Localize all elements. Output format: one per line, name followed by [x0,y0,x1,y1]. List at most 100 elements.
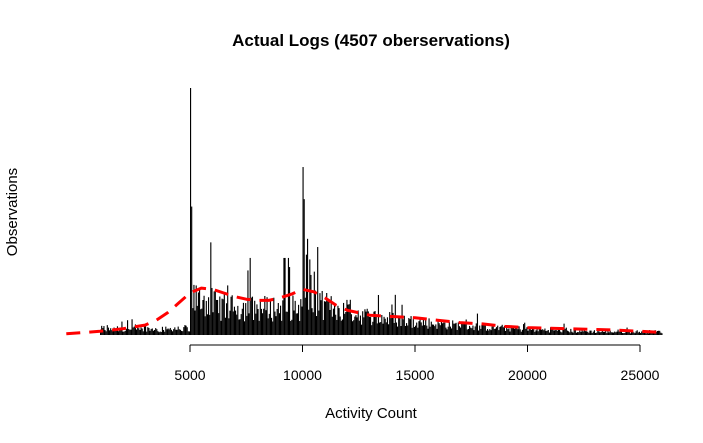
histogram-bar [304,297,306,335]
histogram-bar [140,327,142,335]
histogram-bar [158,332,160,335]
histogram-bar [335,314,337,335]
histogram-bar [628,330,630,335]
histogram-bar [496,327,498,335]
histogram-bar [249,257,251,335]
histogram-bar [438,323,440,335]
histogram-bar [307,238,309,335]
histogram-bar [506,327,508,335]
histogram-bar [177,326,179,335]
histogram-bar [213,291,215,335]
histogram-bar [625,330,627,335]
histogram-bar [404,325,407,335]
histogram-bar [524,322,526,335]
histogram-bar [559,329,561,335]
histogram-bar [358,320,360,335]
histogram-bar [581,329,583,335]
histogram-bar [453,323,455,335]
histogram-bar [104,330,106,335]
histogram-bar [473,330,475,335]
x-tick-label: 5000 [174,367,205,383]
histogram-bar [148,327,150,335]
histogram-bar [330,296,332,335]
histogram-bars [100,88,663,335]
histogram-bar [285,311,287,335]
histogram-bar [298,304,300,335]
histogram-bar [191,206,193,335]
histogram-bar [382,323,384,335]
histogram-bar [348,304,350,335]
histogram-bar [219,296,221,335]
histogram-bar [272,321,274,335]
histogram-bar [165,326,167,335]
histogram-bar [380,322,382,335]
histogram-bar [538,328,540,335]
histogram-bar [442,323,444,335]
histogram-bar [195,285,197,335]
histogram-bar [444,322,446,335]
histogram-bar [255,313,257,335]
histogram-bar [537,331,539,335]
histogram-bar [282,300,284,335]
density-line [66,286,663,336]
histogram-bar [413,326,416,335]
histogram-bar [640,332,642,335]
histogram-bar [379,322,381,335]
histogram-bar [431,324,434,335]
histogram-bar [119,328,121,335]
histogram-bar [580,331,582,335]
histogram-bar [544,328,546,335]
histogram-bar [480,328,482,335]
histogram-bar [600,332,602,335]
histogram-bar [597,331,599,335]
histogram-bar [574,329,576,335]
histogram-bar [230,296,232,335]
histogram-bar [481,324,483,335]
histogram-bar [305,254,308,335]
histogram-bar [373,311,375,335]
histogram-bar [622,333,624,335]
histogram-bar [113,327,115,335]
histogram-bar [601,330,603,335]
histogram-bar [551,328,553,335]
histogram-bar [583,330,585,335]
histogram-bar [274,311,276,335]
histogram-bar [392,312,394,335]
histogram-bar [381,314,383,335]
histogram-bar [608,332,610,335]
histogram-bar [193,284,195,335]
histogram-bar [218,313,220,335]
histogram-bar [301,306,303,335]
histogram-bar [462,323,464,335]
histogram-bar [511,327,513,335]
histogram-bar [346,299,348,335]
histogram-bar [241,308,243,335]
histogram-bar [484,324,486,335]
histogram-bar [237,305,239,335]
histogram-bar [411,327,413,335]
histogram-bar [327,300,329,335]
histogram-bar [376,323,378,335]
histogram-bar [319,293,321,335]
histogram-bar [613,332,615,335]
histogram-bar [122,331,124,335]
histogram-bar [458,326,461,335]
histogram-bar [233,306,236,335]
histogram-bar [163,329,165,335]
histogram-bar [114,330,116,335]
histogram-bar [244,321,246,335]
histogram-bar [449,326,452,335]
histogram-bar [132,327,134,335]
histogram-bar [323,301,326,335]
histogram-bar [238,319,240,335]
histogram-bar [590,330,592,335]
histogram-bar [354,316,356,335]
histogram-bar [651,333,653,335]
histogram-bar [553,330,555,335]
histogram-bar [278,313,281,335]
histogram-bar [384,318,386,335]
histogram-bar [367,311,369,335]
histogram-bar [647,333,650,335]
histogram-bar [293,310,295,335]
histogram-bar [374,311,376,335]
